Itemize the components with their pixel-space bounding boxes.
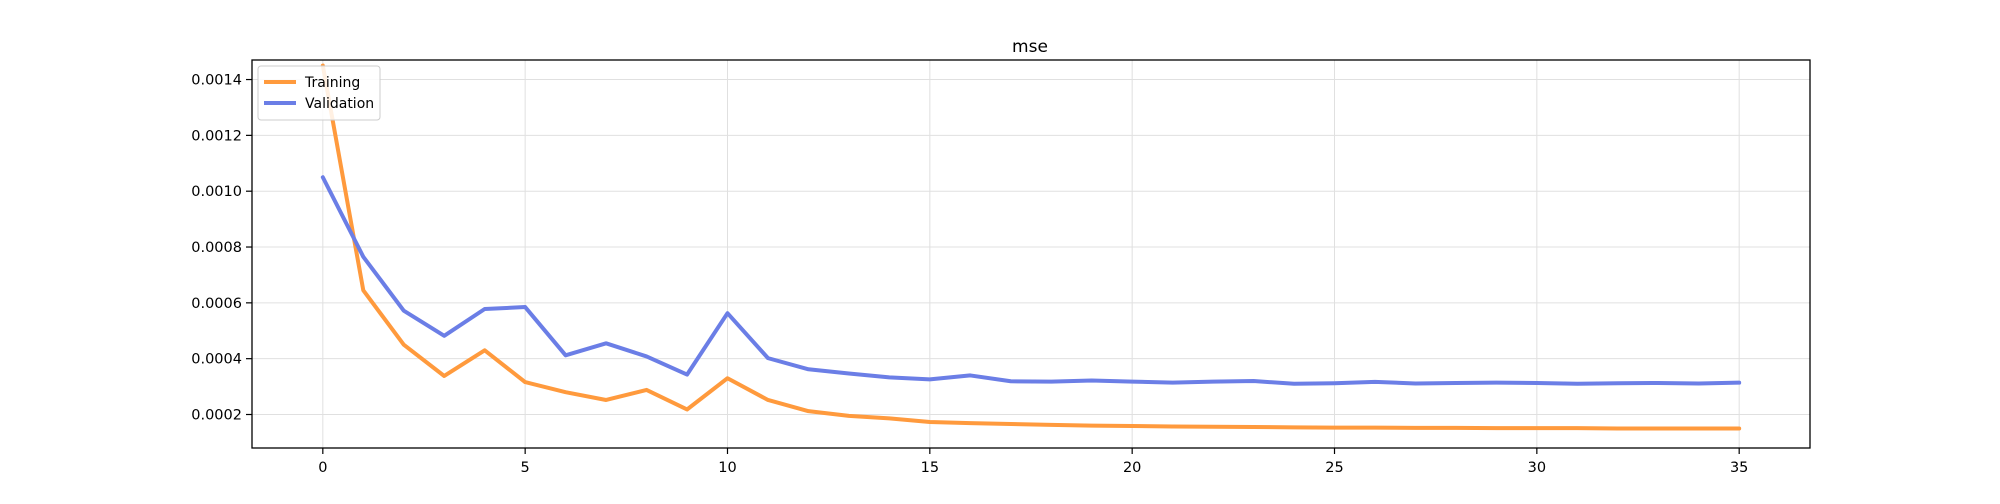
y-tick-label: 0.0012 xyxy=(191,128,242,144)
x-tick-label: 15 xyxy=(921,460,939,476)
chart-title: mse xyxy=(1012,37,1048,57)
x-tick-label: 20 xyxy=(1123,460,1141,476)
x-tick-label: 25 xyxy=(1325,460,1343,476)
x-tick-label: 5 xyxy=(521,460,530,476)
y-tick-label: 0.0006 xyxy=(191,296,242,312)
y-tick-label: 0.0002 xyxy=(191,408,242,424)
x-tick-label: 0 xyxy=(318,460,327,476)
y-tick-label: 0.0004 xyxy=(191,352,242,368)
y-tick-label: 0.0010 xyxy=(191,184,242,200)
x-tick-label: 35 xyxy=(1730,460,1748,476)
series-layer xyxy=(320,63,1742,431)
x-tick-label: 10 xyxy=(718,460,736,476)
legend-label-validation: Validation xyxy=(305,96,374,112)
y-tick-label: 0.0014 xyxy=(191,73,242,89)
series-line-training xyxy=(320,63,1742,431)
grid xyxy=(252,60,1810,448)
legend-box xyxy=(257,65,381,121)
y-tick-label: 0.0008 xyxy=(191,240,242,256)
x-tick-label: 30 xyxy=(1528,460,1546,476)
plot-frame xyxy=(251,59,1811,449)
legend-label-training: Training xyxy=(304,75,360,91)
legend: Training Validation xyxy=(257,65,381,121)
series-line-validation xyxy=(320,175,1742,386)
axes: 0 5 10 15 20 25 30 35 0.0002 0.0004 0.0006 0.0008 0.… xyxy=(191,73,1748,476)
